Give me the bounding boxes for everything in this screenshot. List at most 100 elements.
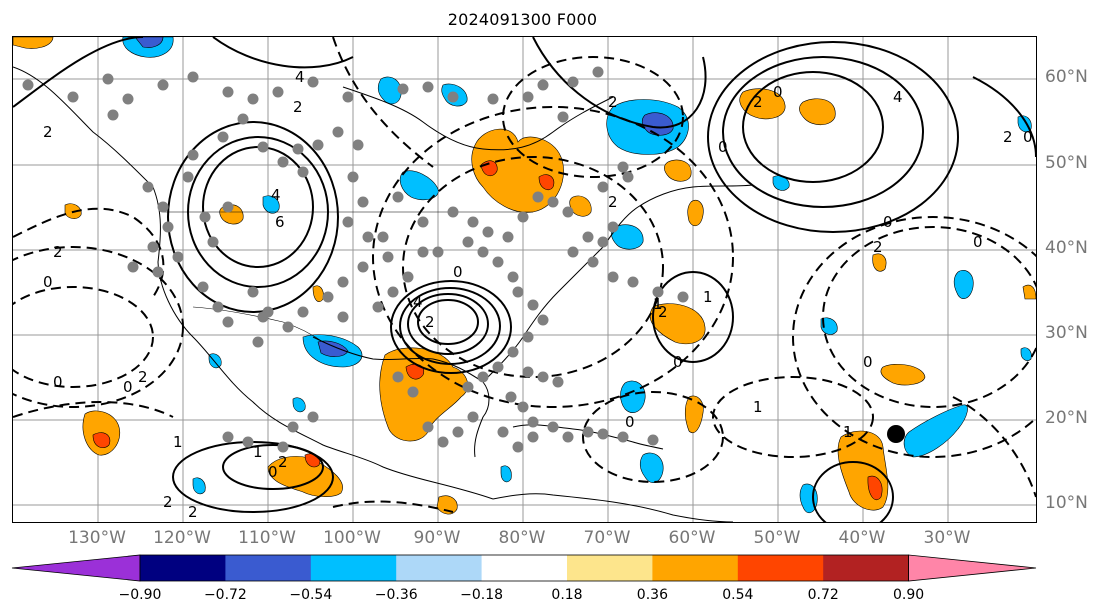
contour-label: 1 xyxy=(753,398,763,416)
station-marker xyxy=(337,276,349,288)
station-marker xyxy=(512,286,524,298)
latitude-label: 60°N xyxy=(1045,67,1088,87)
contour-solid-low-center xyxy=(417,299,479,345)
station-marker xyxy=(352,139,364,151)
colorbar-bin xyxy=(310,555,397,581)
station-marker xyxy=(582,231,594,243)
station-marker xyxy=(422,421,434,433)
shade-orange-blob xyxy=(569,195,592,217)
station-marker xyxy=(462,236,474,248)
station-marker xyxy=(502,231,514,243)
shade-blue-blob xyxy=(192,477,206,495)
station-marker xyxy=(287,421,299,433)
colorbar-frame xyxy=(139,554,909,582)
station-marker xyxy=(397,83,409,95)
contour-label: 4 xyxy=(413,293,423,311)
station-marker xyxy=(597,428,609,440)
station-marker xyxy=(497,426,509,438)
contour-label: 4 xyxy=(295,68,305,86)
station-marker xyxy=(147,241,159,253)
contour-label: 0 xyxy=(268,463,278,481)
shade-blue-blob xyxy=(208,353,222,369)
coastline-north-america-west xyxy=(13,66,494,500)
colorbar-tick-label: 0.72 xyxy=(807,587,839,603)
shade-red-blob xyxy=(867,475,883,501)
station-marker xyxy=(537,314,549,326)
longitude-label: 80°W xyxy=(498,528,546,548)
shade-orange-blob xyxy=(687,199,704,227)
station-marker xyxy=(532,191,544,203)
station-marker xyxy=(357,196,369,208)
station-marker xyxy=(342,91,354,103)
station-marker xyxy=(567,76,579,88)
contour-label: 2 xyxy=(278,453,288,471)
longitude-label: 110°W xyxy=(238,528,296,548)
shade-blue-blob xyxy=(292,397,306,413)
shade-orange-blob xyxy=(312,285,324,302)
shade-orange-blob xyxy=(436,495,458,515)
contour-dashed-ne xyxy=(502,56,684,178)
contour-label: 2 xyxy=(873,238,883,256)
station-marker xyxy=(507,346,519,358)
station-marker xyxy=(592,66,604,78)
station-marker xyxy=(322,291,334,303)
colorbar-bin xyxy=(823,555,910,581)
contour-label: 2 xyxy=(43,123,53,141)
contour-label: 0 xyxy=(1023,128,1033,146)
station-marker xyxy=(552,376,564,388)
station-marker xyxy=(437,436,449,448)
colorbar-under-arrow xyxy=(11,554,141,582)
contour-label: 2 xyxy=(53,243,63,261)
station-marker xyxy=(272,86,284,98)
station-marker xyxy=(522,331,534,343)
station-marker xyxy=(492,361,504,373)
station-marker xyxy=(477,246,489,258)
longitude-label: 90°W xyxy=(413,528,461,548)
station-marker xyxy=(452,426,464,438)
longitude-label: 120°W xyxy=(153,528,211,548)
contour-dashed-caribbean xyxy=(582,391,724,483)
station-marker xyxy=(597,236,609,248)
shade-orange-blob xyxy=(649,303,706,345)
longitude-label: 130°W xyxy=(68,528,126,548)
station-marker xyxy=(392,371,404,383)
colorbar-bin xyxy=(481,555,568,581)
colorbar-bin xyxy=(225,555,312,581)
contour-label: 2 xyxy=(293,98,303,116)
station-marker xyxy=(467,411,479,423)
station-marker xyxy=(187,71,199,83)
station-marker xyxy=(377,231,389,243)
contour-label: 0 xyxy=(43,273,53,291)
station-marker xyxy=(107,109,119,121)
latitude-label: 50°N xyxy=(1045,153,1088,173)
station-marker xyxy=(277,156,289,168)
station-marker xyxy=(392,191,404,203)
contour-dashed-central xyxy=(372,106,734,408)
station-markers xyxy=(22,66,689,453)
station-marker xyxy=(67,91,79,103)
station-marker xyxy=(417,246,429,258)
station-marker xyxy=(647,434,659,446)
station-marker xyxy=(562,431,574,443)
colorbar-tick-label: −0.90 xyxy=(118,587,162,603)
station-marker xyxy=(182,171,194,183)
coastline-canada xyxy=(342,86,614,151)
contour-dashed-central xyxy=(402,156,664,378)
station-marker xyxy=(537,79,549,91)
station-marker xyxy=(562,206,574,218)
contour-solid-west-high xyxy=(167,121,339,313)
shade-red-blob xyxy=(538,174,555,190)
colorbar-tick-label: 0.90 xyxy=(893,587,925,603)
shade-blue-blob xyxy=(620,380,646,413)
contour-label: 0 xyxy=(883,213,893,231)
shaded-fields xyxy=(13,37,1036,515)
storm-center-marker xyxy=(887,425,905,443)
contour-label: 1 xyxy=(703,288,713,306)
contour-label: 2 xyxy=(608,193,618,211)
shade-red-blob xyxy=(92,432,111,448)
station-marker xyxy=(432,246,444,258)
station-marker xyxy=(362,231,374,243)
station-marker xyxy=(307,411,319,423)
longitude-label: 50°W xyxy=(753,528,801,548)
station-marker xyxy=(372,301,384,313)
